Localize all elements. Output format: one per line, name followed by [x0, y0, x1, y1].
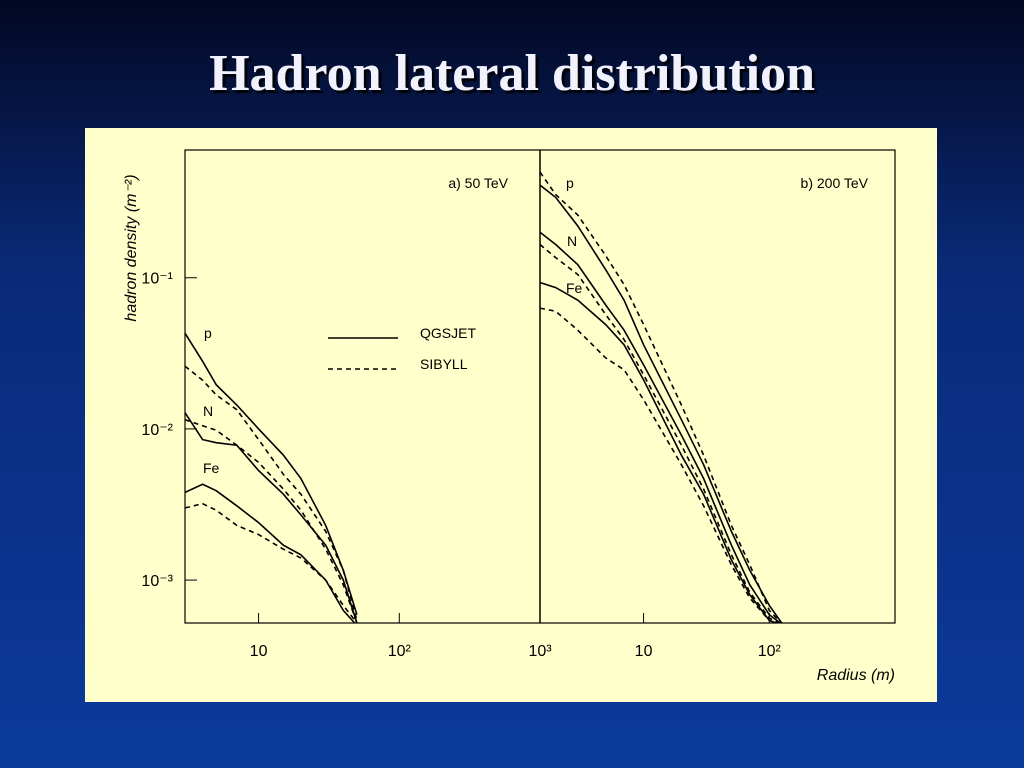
curve: [540, 231, 782, 623]
curve: [540, 184, 783, 623]
legend-label: SIBYLL: [420, 356, 468, 372]
curve: [185, 332, 358, 615]
figure-panel: [85, 128, 937, 702]
curve: [185, 365, 358, 621]
curve-label: p: [566, 175, 574, 191]
slide-title: Hadron lateral distribution: [209, 45, 815, 102]
curve-label: N: [203, 403, 213, 419]
x-axis-label: Radius (m): [817, 667, 895, 684]
panel-label: b) 200 TeV: [801, 175, 869, 191]
curve: [185, 483, 356, 623]
x-tick-label: 10: [635, 643, 653, 660]
legend-label: QGSJET: [420, 325, 476, 341]
curve-label: p: [204, 325, 212, 341]
x-tick-label: 10²: [388, 643, 412, 660]
x-tick-label: 10: [250, 643, 268, 660]
curve-label: N: [567, 233, 577, 249]
curve-label: Fe: [203, 460, 220, 476]
plot-area: [185, 332, 358, 623]
curve: [185, 418, 358, 623]
curve-label: Fe: [566, 280, 583, 296]
y-tick-label: 10⁻³: [141, 573, 173, 590]
panel-label: a) 50 TeV: [448, 175, 508, 191]
y-tick-label: 10⁻²: [141, 422, 173, 439]
curve: [540, 281, 779, 623]
curve: [540, 243, 781, 623]
y-tick-label: 10⁻¹: [141, 271, 173, 288]
plot-area: [540, 171, 783, 623]
y-axis-label: hadron density (m⁻²): [123, 174, 140, 321]
x-tick-label: 10³: [528, 643, 552, 660]
x-tick-label: 10²: [758, 643, 782, 660]
curve: [185, 412, 358, 623]
curve: [540, 307, 779, 623]
